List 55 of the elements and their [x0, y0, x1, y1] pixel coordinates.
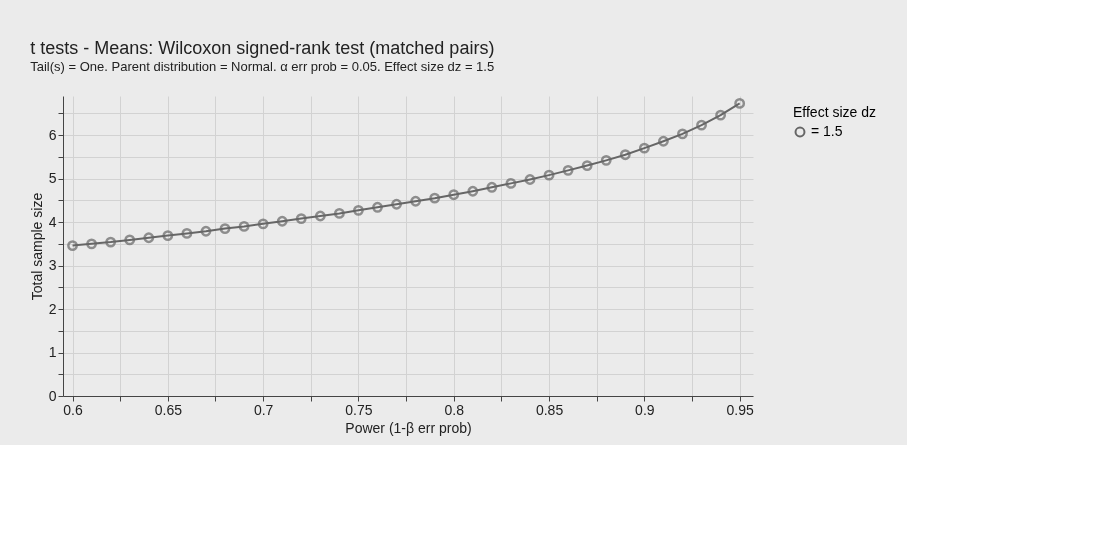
point: [638, 142, 650, 154]
point: [486, 181, 498, 193]
point: [391, 198, 402, 210]
x-tick-label: 0.7: [253, 401, 274, 418]
point: [276, 215, 288, 227]
x-tick-label: 0.8: [444, 401, 465, 418]
legend-label: = 1.5: [811, 123, 843, 139]
point: [181, 227, 193, 239]
point: [219, 223, 231, 235]
y-tick-label: 3: [48, 257, 57, 274]
point: [467, 185, 479, 197]
point: [562, 164, 574, 176]
point: [600, 154, 612, 166]
x-tick-label: 0.9: [635, 401, 655, 418]
point: [543, 169, 555, 181]
point: [314, 210, 326, 222]
y-tick-label: 6: [48, 126, 57, 143]
legend-title: Effect size dz: [793, 104, 877, 120]
x-tick-label: 0.75: [345, 401, 373, 418]
point: [257, 218, 269, 230]
point: [124, 234, 136, 246]
point: [581, 160, 593, 171]
chart-subtitle: Tail(s) = One. Parent distribution = Normal. α err prob = 0.05. Effect size dz = 1.5: [30, 59, 495, 75]
point: [333, 207, 345, 219]
x-tick-label: 0.65: [154, 401, 183, 418]
y-axis-title: Total sample size: [28, 192, 45, 301]
y-tick-label: 5: [48, 170, 57, 187]
point: [295, 213, 307, 225]
point: [86, 238, 98, 250]
point: [696, 119, 707, 131]
point: [448, 189, 460, 201]
chart-title: t tests - Means: Wilcoxon signed-rank test (matched pairs): [30, 38, 495, 59]
x-tick-label: 0.6: [63, 401, 83, 418]
y-tick-label: 2: [48, 300, 57, 317]
y-tick-label: 4: [48, 213, 57, 230]
point: [200, 225, 212, 237]
point: [524, 174, 536, 185]
point: [657, 135, 669, 147]
x-tick-label: 0.85: [535, 401, 564, 418]
point: [677, 128, 688, 140]
point: [238, 221, 250, 232]
point: [143, 232, 155, 244]
x-tick-label: 0.95: [726, 401, 754, 418]
y-tick-label: 1: [48, 344, 57, 361]
point: [715, 109, 727, 121]
point: [372, 201, 383, 213]
point: [162, 230, 174, 241]
x-axis-title: Power (1-β err prob): [345, 419, 472, 436]
y-tick-label: 0: [48, 387, 57, 404]
point: [505, 177, 517, 189]
point: [410, 195, 422, 207]
point: [105, 236, 117, 248]
point: [619, 149, 631, 161]
point: [353, 204, 364, 216]
point: [429, 192, 441, 204]
